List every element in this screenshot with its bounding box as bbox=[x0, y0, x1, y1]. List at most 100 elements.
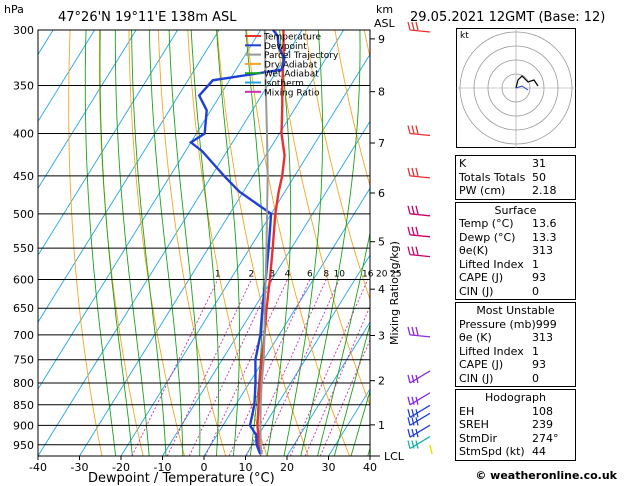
location-title: 47°26'N 19°11'E 138m ASL bbox=[58, 10, 237, 25]
mixing-ratio-line bbox=[204, 279, 288, 456]
legend-label: Wet Adiabat bbox=[264, 70, 319, 80]
height-ticks: 9 8 7 6 5 4 3 2 1 bbox=[370, 33, 385, 457]
wind-barb bbox=[409, 175, 431, 179]
wind-barb-flag bbox=[415, 125, 419, 134]
parcel-trajectory-line bbox=[259, 30, 269, 455]
hodograph-box: Hodograph EH 108 SREH 239 StmDir 274° StmSpd (… bbox=[455, 389, 576, 461]
isotherm-line bbox=[38, 30, 262, 390]
wet-adiabat-line bbox=[300, 30, 361, 456]
wind-barb-flag bbox=[407, 440, 411, 449]
mixing-ratio-line bbox=[319, 338, 370, 456]
plot-frame bbox=[37, 29, 371, 457]
wind-barb bbox=[409, 234, 431, 238]
dry-adiabat-line bbox=[98, 30, 144, 456]
temperature-tick-label: 40 bbox=[363, 461, 377, 474]
wind-barb-flag bbox=[407, 428, 411, 438]
wind-barb-flag bbox=[411, 374, 415, 384]
wind-barb bbox=[409, 334, 431, 338]
wind-barb-flag bbox=[415, 417, 419, 426]
height-tick-label: 7 bbox=[378, 137, 385, 150]
index-value: 1 bbox=[532, 257, 539, 271]
isotherm-line bbox=[38, 30, 137, 190]
wet-adiabat-line bbox=[148, 30, 184, 456]
index-row: Temp (°C) 13.6 bbox=[459, 217, 572, 231]
hodograph-unit: kt bbox=[460, 31, 469, 41]
wet-adiabat-line bbox=[317, 231, 370, 456]
wind-barb bbox=[409, 213, 431, 217]
index-label: CAPE (J) bbox=[459, 358, 504, 371]
wind-barb bbox=[409, 253, 431, 258]
temperature-tick-label: -20 bbox=[112, 461, 130, 474]
index-value: 313 bbox=[532, 331, 553, 344]
index-label: Lifted Index bbox=[459, 257, 524, 271]
wet-adiabat-line bbox=[266, 30, 292, 456]
pressure-tick-label: 500 bbox=[13, 208, 34, 221]
wind-barb-flag bbox=[415, 428, 419, 438]
isotherm-line bbox=[79, 30, 345, 456]
x-axis-label: Dewpoint / Temperature (°C) bbox=[88, 471, 275, 486]
height-tick-label: 8 bbox=[378, 86, 385, 99]
isotherm-line bbox=[0, 30, 12, 456]
wind-barb-flag bbox=[411, 396, 415, 405]
temperature-tick-label: -10 bbox=[154, 461, 172, 474]
dry-adiabat-line bbox=[157, 30, 227, 456]
mixing-ratio-tick-label: 16 bbox=[362, 269, 374, 279]
wet-adiabat-line bbox=[350, 389, 370, 456]
index-label: CIN (J) bbox=[459, 371, 494, 385]
mixing-ratio-line bbox=[188, 279, 273, 456]
mixing-ratio-tick-label: 2 bbox=[249, 269, 255, 279]
wind-barbs bbox=[407, 21, 433, 455]
dry-adiabat-line bbox=[128, 30, 185, 456]
height-tick-label: 3 bbox=[378, 329, 385, 342]
pressure-unit: hPa bbox=[4, 3, 24, 16]
height-tick-label: 6 bbox=[378, 187, 385, 200]
index-row: CIN (J) 0 bbox=[459, 285, 572, 299]
wind-barb-flag bbox=[411, 125, 415, 134]
wet-adiabat-line bbox=[131, 30, 167, 456]
wind-barb-flag bbox=[407, 205, 411, 214]
wind-barb-flag bbox=[411, 409, 415, 418]
index-row: EH 108 bbox=[459, 405, 572, 419]
index-value: 999 bbox=[535, 317, 557, 331]
dry-adiabat-line bbox=[275, 30, 370, 407]
wind-barb-flag bbox=[415, 326, 419, 336]
index-value: 108 bbox=[532, 404, 553, 418]
hodograph-title: Hodograph bbox=[485, 391, 546, 404]
mixing-ratio-tick-label: 8 bbox=[323, 269, 329, 279]
wind-barb-flag bbox=[407, 396, 411, 405]
wind-barb-flag bbox=[415, 21, 419, 31]
isotherm-line bbox=[120, 53, 370, 456]
wind-barb-flag bbox=[415, 440, 419, 449]
legend-label: Parcel Trajectory bbox=[264, 51, 339, 61]
temperature-tick-label: -40 bbox=[29, 461, 47, 474]
wind-barb-flag bbox=[415, 205, 419, 214]
background-lines bbox=[0, 30, 370, 456]
mixing-ratio-line bbox=[304, 305, 370, 456]
wind-barb-flag bbox=[407, 167, 411, 177]
index-value: 0 bbox=[532, 371, 539, 385]
index-label: Pressure (mb) bbox=[459, 317, 536, 331]
height-tick-label: 1 bbox=[378, 419, 385, 432]
wind-barb-flag bbox=[407, 125, 411, 134]
wind-barb-flag bbox=[411, 167, 415, 177]
wet-adiabat-line bbox=[168, 30, 201, 456]
wet-adiabat-line bbox=[283, 30, 323, 456]
dry-adiabat-line bbox=[304, 30, 370, 301]
wind-barb bbox=[409, 29, 431, 33]
wind-barb-flag bbox=[411, 428, 415, 438]
index-value: 0 bbox=[532, 284, 539, 298]
wet-adiabat-line bbox=[190, 30, 219, 456]
wind-barb-flag bbox=[407, 226, 411, 235]
index-value: 13.3 bbox=[532, 230, 557, 244]
index-row: CAPE (J) 93 bbox=[459, 358, 572, 372]
index-value: 44 bbox=[532, 445, 546, 458]
temperature-tick-label: 30 bbox=[322, 461, 336, 474]
index-value: 313 bbox=[532, 244, 553, 257]
pressure-tick-label: 600 bbox=[13, 273, 34, 286]
isotherm-line bbox=[203, 187, 370, 456]
wind-barb-flag bbox=[415, 226, 419, 235]
pressure-tick-label: 950 bbox=[13, 439, 34, 452]
dry-adiabat-line bbox=[334, 30, 370, 188]
series-layer bbox=[188, 30, 286, 455]
